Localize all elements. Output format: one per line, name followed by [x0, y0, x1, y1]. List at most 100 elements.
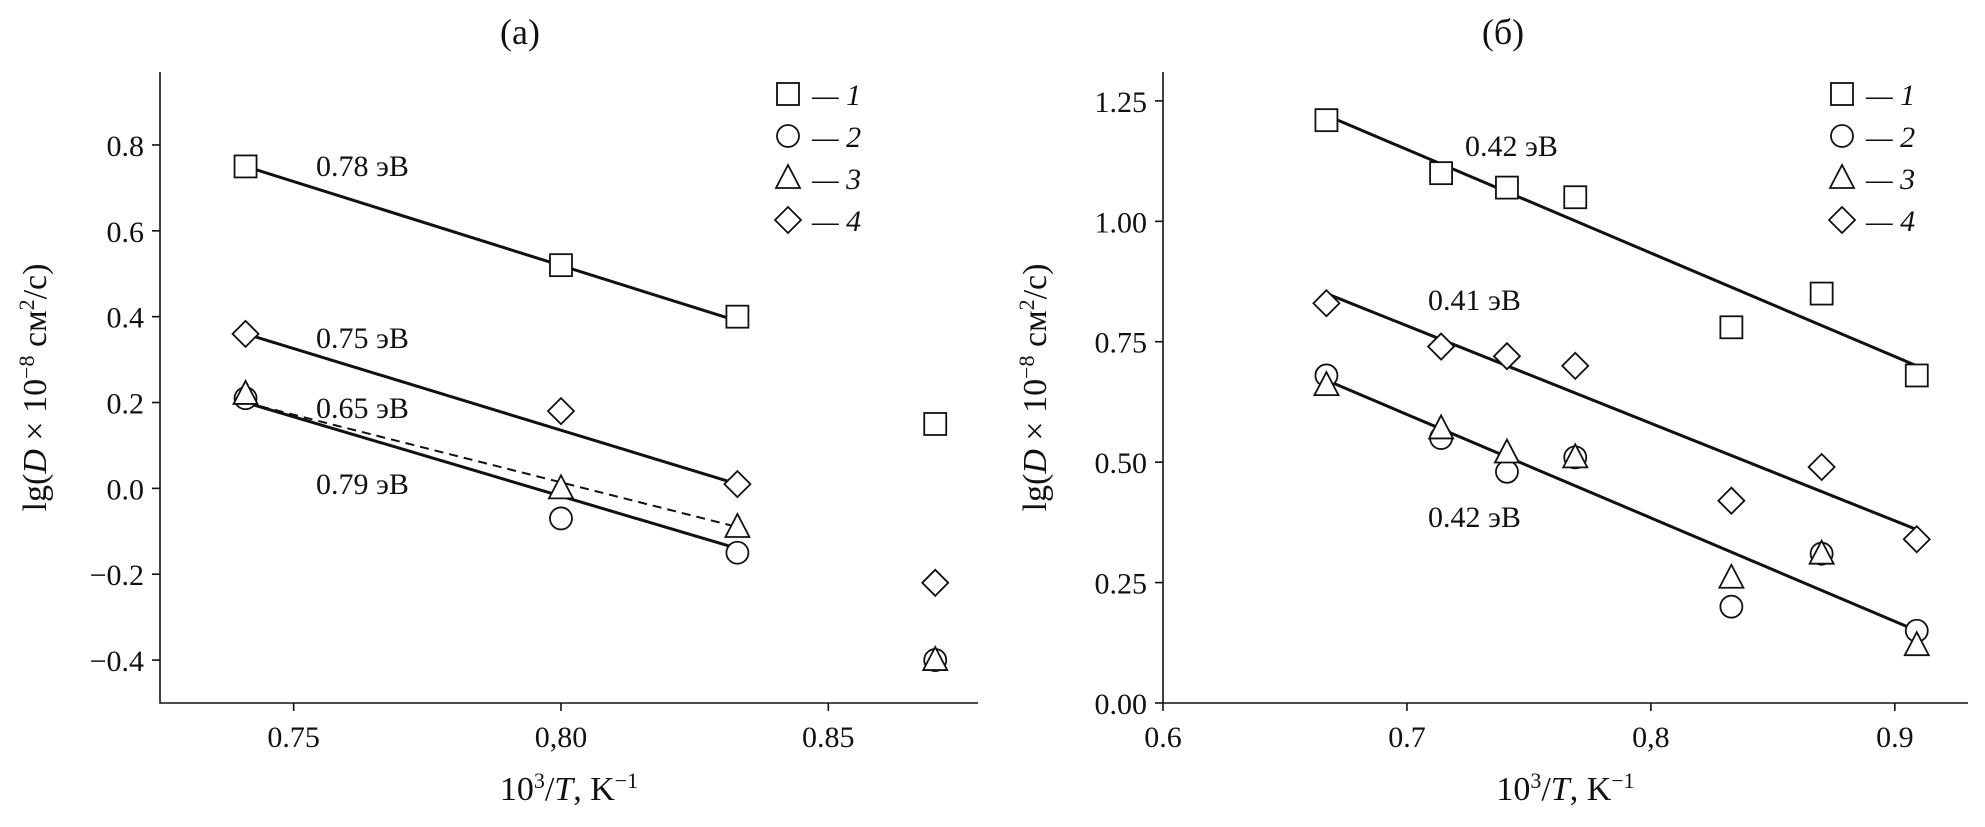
- y-axis-label: lg(D × 10−8 см2/с): [14, 264, 55, 512]
- data-point-series-3: [547, 473, 575, 500]
- fit-line-series-1: [1325, 113, 1918, 368]
- y-tick-label: −0.4: [90, 645, 144, 678]
- y-tick-label: 0.75: [1095, 327, 1148, 360]
- data-point-series-4: [1902, 524, 1932, 554]
- data-point-series-3: [232, 378, 260, 405]
- x-tick-label: 0,8: [1632, 721, 1670, 754]
- data-point-series-4: [1312, 288, 1341, 318]
- y-tick-label: 0.8: [107, 130, 145, 163]
- legend-item: — 3: [1828, 163, 1915, 196]
- x-tick-label: 0.75: [267, 721, 320, 754]
- data-point-series-1: [725, 304, 750, 329]
- fit-label-series-4: 0.41 эВ: [1428, 284, 1521, 317]
- data-point-series-4: [1560, 351, 1590, 381]
- data-point-series-2: [549, 506, 573, 531]
- x-tick-label: 0.85: [802, 721, 855, 754]
- data-point-series-3: [1717, 562, 1745, 589]
- axis-lines: [159, 72, 978, 704]
- data-point-series-1: [1719, 315, 1744, 340]
- panel-title: (а): [500, 12, 540, 52]
- legend-label-1: — 1: [1865, 79, 1915, 112]
- legend-marker-4: [1827, 205, 1857, 235]
- data-point-series-4: [920, 568, 950, 598]
- fit-line-series-3: [1326, 379, 1918, 632]
- y-tick-label: 0.4: [107, 302, 145, 335]
- data-point-series-1: [923, 412, 948, 436]
- legend-item: — 2: [1830, 121, 1915, 154]
- data-point-series-3: [1561, 442, 1589, 469]
- data-point-series-4: [1492, 341, 1522, 371]
- legend-marker-2: [1830, 124, 1854, 148]
- fit-label-series-1: 0.78 эВ: [316, 150, 409, 183]
- fit-label-series-2: 0.79 эВ: [316, 468, 409, 501]
- fit-line-series-2: [245, 401, 738, 550]
- data-point-series-1: [1429, 161, 1453, 186]
- x-tick-label: 0,80: [535, 721, 588, 754]
- legend-marker-3: [774, 163, 802, 189]
- data-point-series-3: [1903, 630, 1931, 657]
- panel-b: (б) 0.00 0.25 0.50 0.75 1.00 1.25 0.6 0.7 0,8 0.9 1…: [1014, 12, 1968, 809]
- legend-marker-1: [1830, 82, 1854, 106]
- data-point-series-1: [1314, 108, 1339, 133]
- fit-label-series-3: 0.65 эВ: [316, 392, 409, 425]
- legend-marker-2: [776, 124, 800, 148]
- data-point-series-4: [723, 469, 752, 499]
- x-tick-label: 0.9: [1876, 721, 1914, 754]
- data-point-series-4: [231, 319, 260, 349]
- x-tick-label: 0.7: [1388, 721, 1426, 754]
- legend-label-2: — 2: [1865, 121, 1915, 154]
- data-point-series-1: [233, 154, 258, 179]
- legend-label-3: — 3: [1865, 163, 1915, 196]
- data-point-series-4: [1426, 332, 1456, 361]
- data-point-series-3: [1312, 370, 1340, 396]
- fit-label-series-2: 0.42 эВ: [1428, 501, 1521, 534]
- data-point-series-3: [723, 512, 751, 538]
- fit-line-series-3: [245, 401, 738, 528]
- data-point-series-2: [725, 540, 750, 565]
- data-point-series-1: [1904, 363, 1929, 388]
- legend-item: — 4: [1827, 205, 1915, 238]
- x-axis-label: 103/T, K−1: [1496, 768, 1634, 809]
- y-tick-label: 0.25: [1095, 568, 1148, 601]
- legend-label-3: — 3: [811, 163, 861, 196]
- data-point-series-1: [1809, 281, 1834, 306]
- y-tick-label: 0.00: [1095, 688, 1148, 721]
- fit-line-series-4: [1325, 292, 1918, 531]
- fit-label-series-4: 0.75 эВ: [316, 322, 409, 355]
- data-point-series-4: [1717, 486, 1746, 515]
- legend-label-4: — 4: [811, 205, 861, 238]
- x-tick-label: 0.6: [1144, 721, 1182, 754]
- y-tick-label: −0.2: [90, 559, 144, 592]
- fit-line-series-1: [245, 165, 738, 323]
- legend-marker-4: [773, 205, 803, 235]
- panel-title: (б): [1482, 12, 1524, 52]
- data-point-series-4: [1807, 452, 1836, 482]
- y-axis-label: lg(D × 10−8 см2/с): [1014, 264, 1055, 512]
- y-tick-label: 0.50: [1095, 447, 1148, 480]
- legend-item: — 4: [773, 205, 861, 238]
- y-tick-label: 0.6: [107, 216, 145, 249]
- x-axis-label: 103/T, K−1: [500, 768, 638, 809]
- data-point-series-2: [1719, 594, 1744, 619]
- y-tick-label: 0.0: [107, 473, 145, 506]
- legend-item: — 3: [774, 163, 861, 196]
- data-point-series-3: [921, 645, 949, 671]
- legend-item: — 1: [1830, 79, 1915, 112]
- legend-marker-3: [1828, 163, 1856, 189]
- data-point-series-1: [1563, 185, 1588, 210]
- y-tick-label: 1.00: [1095, 206, 1148, 239]
- fit-label-series-1: 0.42 эВ: [1465, 130, 1558, 163]
- legend-marker-1: [776, 82, 800, 106]
- y-tick-label: 1.25: [1095, 86, 1148, 119]
- fit-line-series-4: [245, 332, 738, 486]
- data-point-series-1: [549, 253, 573, 278]
- legend-item: — 1: [776, 79, 861, 112]
- axis-lines: [1162, 72, 1968, 704]
- y-tick-label: 0.2: [107, 388, 145, 421]
- legend-label-2: — 2: [811, 121, 861, 154]
- data-point-series-3: [1808, 538, 1836, 565]
- data-point-series-3: [1427, 413, 1455, 440]
- legend-label-1: — 1: [811, 79, 861, 112]
- panel-a: (а) −0.4 −0.2 0.0 0.2 0.4 0.6 0.8 0.75 0,80 0.85 10…: [14, 12, 978, 809]
